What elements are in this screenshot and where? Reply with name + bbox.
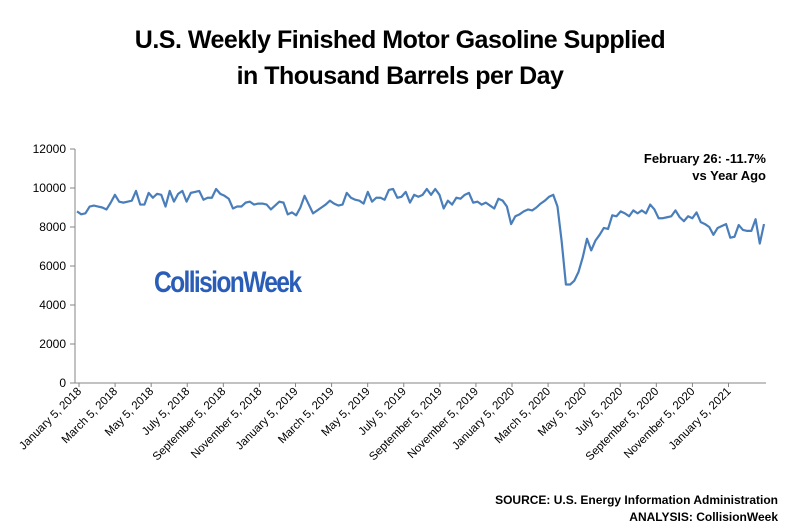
x-tick-label: January 5, 2021 xyxy=(667,386,734,453)
gasoline-series-line xyxy=(76,187,766,286)
y-tick-label: 12000 xyxy=(33,142,67,156)
source-credit: SOURCE: U.S. Energy Information Administ… xyxy=(495,493,778,507)
credits: SOURCE: U.S. Energy Information Administ… xyxy=(495,492,778,526)
annotation-line-2: vs Year Ago xyxy=(692,168,766,183)
y-tick-label: 10000 xyxy=(33,181,67,195)
y-tick-label: 2000 xyxy=(39,337,66,351)
y-tick-label: 0 xyxy=(59,376,66,390)
series-layer xyxy=(76,187,766,286)
x-tick-label: January 5, 2020 xyxy=(450,386,517,453)
y-tick-label: 4000 xyxy=(39,298,66,312)
chart-title-block: U.S. Weekly Finished Motor Gasoline Supp… xyxy=(0,22,800,94)
x-tick-label: January 5, 2019 xyxy=(234,386,301,453)
chart-subtitle: in Thousand Barrels per Day xyxy=(236,62,564,90)
chart-title: U.S. Weekly Finished Motor Gasoline Supp… xyxy=(134,26,666,54)
y-axis: 0 2000 4000 6000 8000 10000 12000 xyxy=(33,142,76,390)
analysis-credit: ANALYSIS: CollisionWeek xyxy=(629,510,778,524)
collisionweek-watermark: CollisionWeek xyxy=(154,266,302,299)
chart-annotation: February 26: -11.7% vs Year Ago xyxy=(644,150,766,184)
annotation-line-1: February 26: -11.7% xyxy=(643,151,766,166)
y-tick-label: 8000 xyxy=(39,220,66,234)
y-tick-label: 6000 xyxy=(39,259,66,273)
x-tick-label: January 5, 2018 xyxy=(17,386,84,453)
